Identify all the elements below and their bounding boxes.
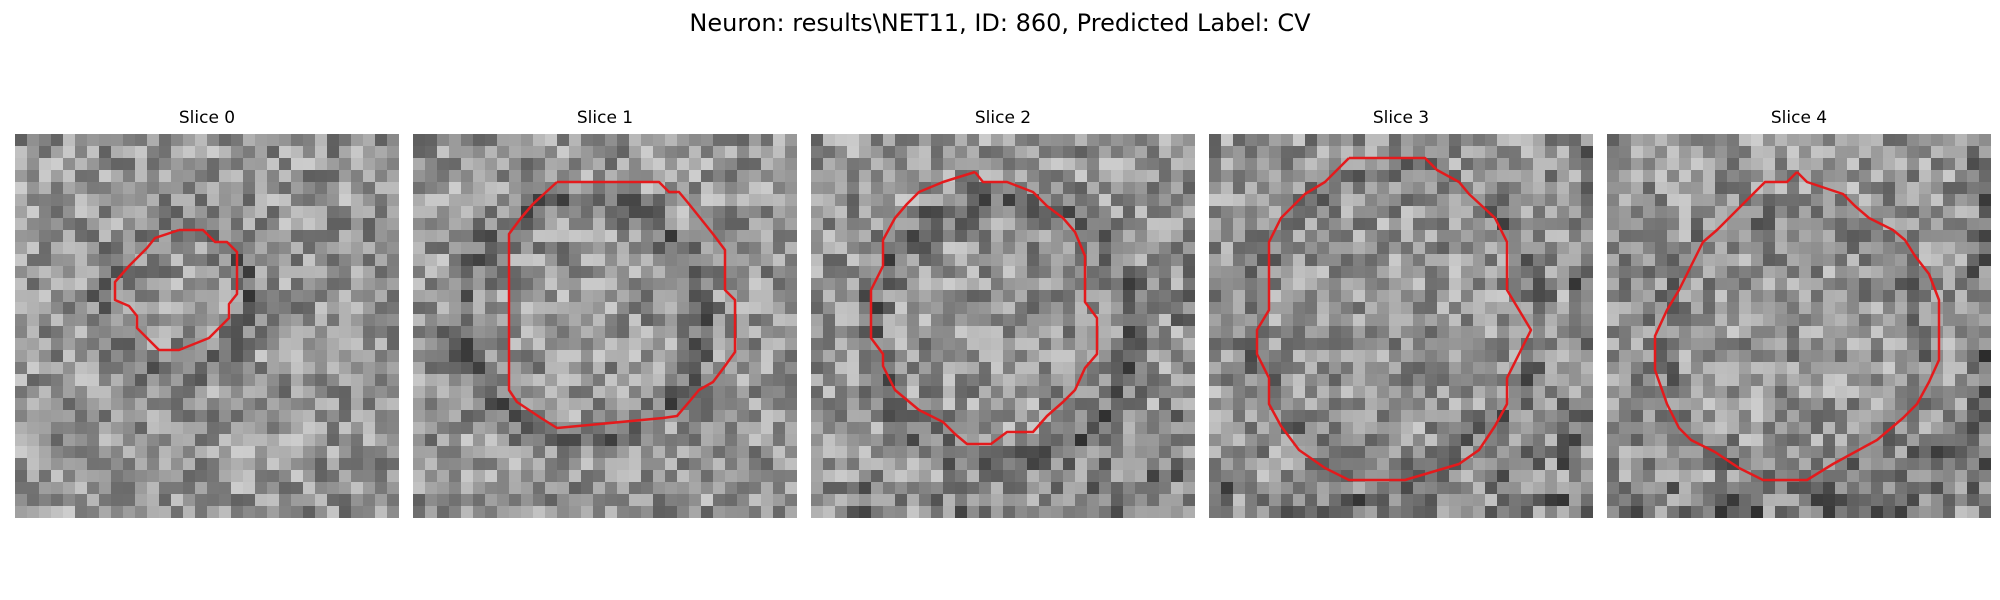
grayscale-patch [15, 134, 399, 518]
slice-panel-3: Slice 3 [1209, 108, 1593, 518]
figure-title: Neuron: results\NET11, ID: 860, Predicte… [689, 9, 1311, 37]
roi-contour [113, 228, 239, 352]
slice-title: Slice 3 [1372, 108, 1430, 128]
roi-contour [507, 180, 737, 430]
slice-title: Slice 4 [1770, 108, 1828, 128]
slice-title: Slice 1 [576, 108, 634, 128]
slice-title: Slice 2 [974, 108, 1032, 128]
slice-image [15, 134, 399, 518]
slice-panel-4: Slice 4 [1607, 108, 1991, 518]
slice-title: Slice 0 [178, 108, 236, 128]
roi-contour [1255, 156, 1533, 482]
grayscale-patch [413, 134, 797, 518]
slice-image [1607, 134, 1991, 518]
slice-panel-1: Slice 1 [413, 108, 797, 518]
grayscale-patch [1607, 134, 1991, 518]
slice-image [811, 134, 1195, 518]
slice-panel-2: Slice 2 [811, 108, 1195, 518]
grayscale-patch [811, 134, 1195, 518]
slice-image [413, 134, 797, 518]
roi-contour [869, 170, 1099, 446]
slice-image [1209, 134, 1593, 518]
slice-panel-0: Slice 0 [15, 108, 399, 518]
roi-contour [1653, 171, 1941, 482]
